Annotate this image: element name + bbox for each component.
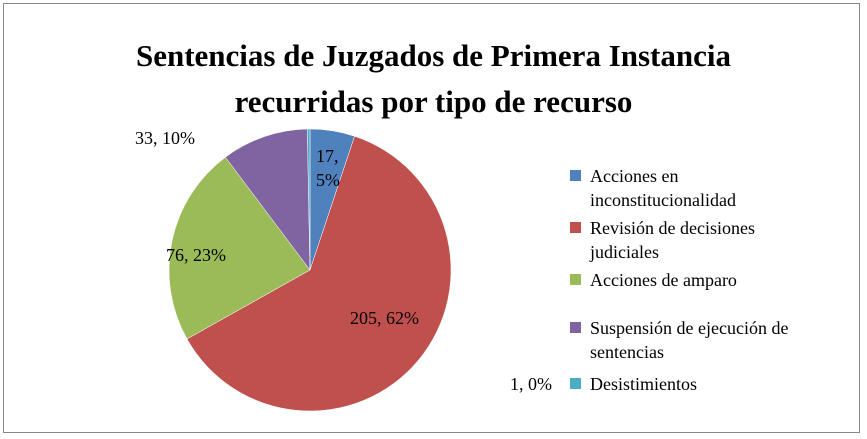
legend-entry: Revisión de decisiones judiciales xyxy=(570,216,790,264)
legend-swatch xyxy=(570,222,581,233)
chart-title: Sentencias de Juzgados de Primera Instan… xyxy=(135,38,731,119)
chart-frame xyxy=(3,3,860,433)
legend-swatch xyxy=(570,322,581,333)
data-label: 76, 23% xyxy=(166,245,226,265)
legend-entry: Acciones de amparo xyxy=(570,268,790,292)
legend-label: Suspensión de ejecución de sentencias xyxy=(590,318,789,362)
legend-entry: Acciones en inconstitucionalidad xyxy=(570,164,790,212)
legend-label: Revisión de decisiones judiciales xyxy=(590,218,755,262)
data-label: 1, 0% xyxy=(510,374,552,394)
data-label: 17, 5% xyxy=(316,146,340,190)
legend-label: Desistimientos xyxy=(590,374,697,394)
data-label: 33, 10% xyxy=(135,128,195,148)
legend-swatch xyxy=(570,378,581,389)
legend-label: Acciones en inconstitucionalidad xyxy=(590,166,736,210)
pie-slice xyxy=(168,156,311,340)
legend-swatch xyxy=(570,274,581,285)
data-label: 205, 62% xyxy=(350,308,419,328)
pie-slice xyxy=(225,128,311,271)
legend-swatch xyxy=(570,170,581,181)
legend-entry: Desistimientos xyxy=(570,372,790,396)
legend-label: Acciones de amparo xyxy=(590,270,737,290)
pie-slice xyxy=(186,135,452,412)
pie-slice xyxy=(307,128,311,271)
legend-entry: Suspensión de ejecución de sentencias xyxy=(570,316,790,364)
